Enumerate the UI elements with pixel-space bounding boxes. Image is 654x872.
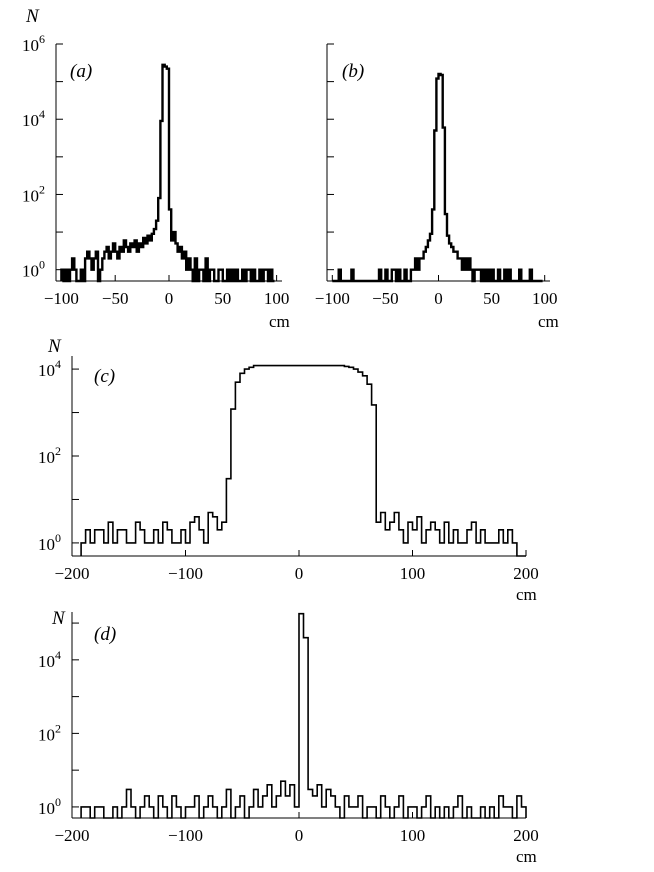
- y-tick-label: 102: [22, 182, 45, 205]
- panel-d-tick-labels: −200 −100 0 100 200 100 102 104: [38, 648, 539, 845]
- x-tick-label: 50: [214, 289, 231, 308]
- panel-c: N (c) cm −200 −100 0 100 200 100 102 104: [38, 336, 539, 604]
- panel-a-histogram: [60, 63, 275, 283]
- x-tick-label: 100: [400, 564, 426, 583]
- y-tick-label: 102: [38, 444, 61, 467]
- panel-b-xlabel: cm: [538, 312, 559, 331]
- y-tick-label: 100: [22, 258, 45, 281]
- x-tick-label: 50: [483, 289, 500, 308]
- panel-b-histogram: [332, 72, 543, 283]
- x-tick-label: −100: [44, 289, 79, 308]
- x-tick-label: −50: [102, 289, 129, 308]
- x-tick-label: 0: [165, 289, 174, 308]
- x-tick-label: 200: [513, 826, 539, 845]
- panel-c-ylabel: N: [47, 336, 62, 357]
- x-tick-label: −200: [54, 826, 89, 845]
- panel-c-tick-labels: −200 −100 0 100 200 100 102 104: [38, 357, 539, 583]
- panel-b-tick-labels: −100 −50 0 50 100: [315, 289, 558, 308]
- panel-a-ylabel: N: [25, 6, 40, 27]
- y-tick-label: 104: [38, 357, 61, 380]
- x-tick-label: 100: [264, 289, 290, 308]
- panel-c-xlabel: cm: [516, 585, 537, 604]
- y-tick-label: 104: [22, 107, 45, 130]
- x-tick-label: −100: [168, 826, 203, 845]
- y-tick-label: 102: [38, 721, 61, 744]
- panel-d-histogram: [80, 612, 527, 819]
- x-tick-label: 0: [295, 826, 304, 845]
- panel-d-label: (d): [94, 624, 116, 645]
- panel-b-label: (b): [342, 61, 364, 82]
- panel-c-axes: [71, 356, 527, 557]
- panel-a: N (a) cm −100 −50 0 50 100 100 102 104 106: [22, 6, 290, 331]
- panel-d-xlabel: cm: [516, 847, 537, 866]
- x-tick-label: 200: [513, 564, 539, 583]
- panel-b: (b) cm −100 −50 0 50 100: [315, 43, 559, 331]
- x-tick-label: −200: [54, 564, 89, 583]
- panel-a-label: (a): [70, 61, 92, 82]
- x-tick-label: −100: [315, 289, 350, 308]
- panel-a-xlabel: cm: [269, 312, 290, 331]
- y-tick-label: 100: [38, 795, 61, 818]
- x-tick-label: 100: [400, 826, 426, 845]
- y-tick-label: 104: [38, 648, 61, 671]
- x-tick-label: 0: [434, 289, 443, 308]
- x-tick-label: −100: [168, 564, 203, 583]
- x-tick-label: −50: [372, 289, 399, 308]
- y-tick-label: 100: [38, 531, 61, 554]
- x-tick-label: 0: [295, 564, 304, 583]
- x-tick-label: 100: [532, 289, 558, 308]
- y-tick-label: 106: [22, 32, 45, 55]
- panel-d: N (d) cm −200 −100 0 100 200 100 102 104: [38, 608, 539, 866]
- panel-c-histogram: [80, 364, 526, 557]
- panel-a-tick-labels: −100 −50 0 50 100 100 102 104 106: [22, 32, 289, 308]
- panel-d-ylabel: N: [51, 608, 66, 629]
- panel-c-label: (c): [94, 366, 115, 387]
